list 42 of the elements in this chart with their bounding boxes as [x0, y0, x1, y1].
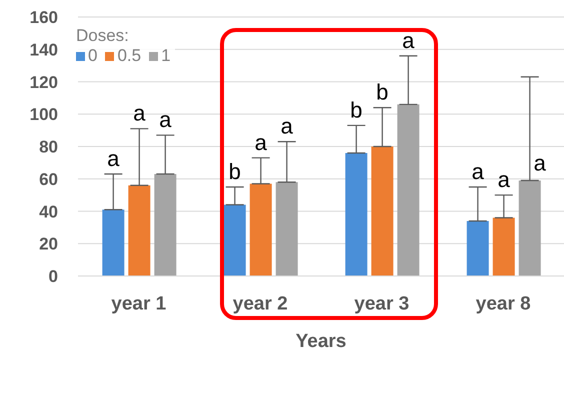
bar — [492, 218, 515, 276]
x-axis-title: Years — [296, 331, 346, 352]
data-label: a — [159, 107, 172, 132]
bar — [102, 210, 124, 276]
bar — [224, 204, 246, 276]
x-tick-label: year 1 — [111, 293, 167, 314]
x-tick-label: year 8 — [476, 293, 531, 314]
data-label: a — [498, 167, 511, 192]
y-tick-label: 100 — [30, 105, 58, 124]
x-tick-label: year 3 — [354, 293, 410, 314]
bar — [371, 146, 394, 276]
legend-label: 0 — [87, 46, 98, 66]
legend-label: 1 — [160, 46, 171, 66]
data-label: b — [376, 80, 388, 105]
y-tick-label: 120 — [30, 72, 58, 92]
data-label: a — [534, 150, 547, 176]
data-label: b — [350, 97, 362, 122]
y-tick-label: 60 — [39, 170, 58, 189]
y-tick-label: 80 — [39, 138, 58, 157]
bar — [345, 152, 368, 276]
data-label: a — [472, 158, 485, 184]
data-label: a — [107, 146, 120, 172]
bar — [466, 220, 489, 276]
bar — [128, 185, 150, 276]
y-tick-label: 20 — [39, 234, 58, 254]
y-tick-label: 40 — [39, 202, 58, 222]
data-label: b — [228, 158, 241, 184]
data-label: a — [254, 130, 268, 155]
y-tick-label: 0 — [48, 267, 58, 286]
legend-label: 0.5 — [116, 46, 142, 66]
bar — [154, 174, 176, 276]
data-label: a — [133, 100, 146, 126]
y-tick-label: 160 — [30, 8, 58, 28]
x-tick-label: year 2 — [232, 293, 288, 314]
legend-title: Doses: — [76, 26, 130, 46]
bar — [397, 104, 420, 276]
bar — [250, 184, 272, 276]
y-tick-label: 140 — [30, 40, 58, 60]
bar — [518, 180, 541, 276]
data-label: a — [402, 28, 416, 53]
data-label: a — [280, 114, 294, 139]
bar — [276, 182, 298, 276]
